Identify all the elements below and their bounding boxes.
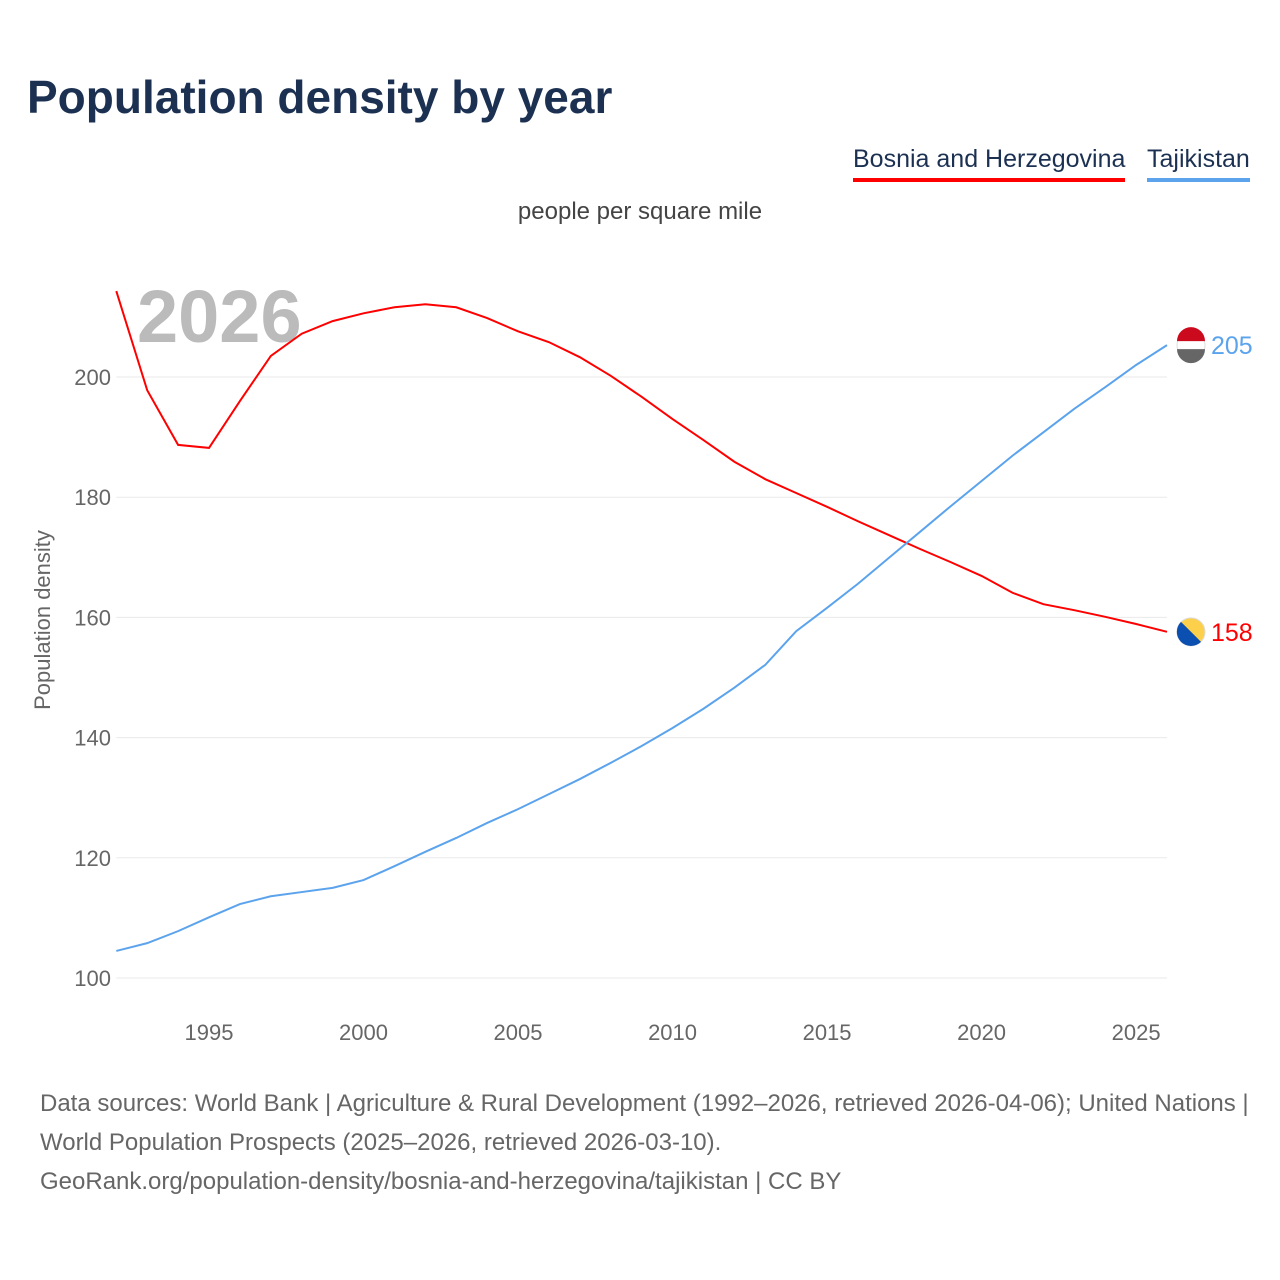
flag-stripe (1176, 621, 1201, 646)
legend-tajikistan[interactable]: Tajikistan (1147, 145, 1250, 182)
unit-label: people per square mile (517, 198, 763, 225)
y-axis-label: Population density (30, 530, 55, 710)
y-tick-label: 160 (74, 605, 111, 630)
legend-bosnia[interactable]: Bosnia and Herzegovina (853, 145, 1126, 182)
x-tick-label: 2020 (957, 1020, 1006, 1045)
series-line-bosnia (115, 290, 1168, 633)
x-tick-label: 1995 (185, 1020, 234, 1045)
x-tick-label: 2010 (648, 1020, 697, 1045)
y-tick-label: 200 (74, 365, 111, 390)
flag-stripe (1177, 327, 1205, 342)
x-tick-label: 2025 (1112, 1020, 1161, 1045)
x-tick-label: 2005 (494, 1020, 543, 1045)
year-watermark: 2026 (137, 275, 302, 358)
source-link[interactable]: GeoRank.org/population-density/bosnia-an… (40, 1168, 842, 1195)
y-tick-label: 120 (74, 846, 111, 871)
footer: Data sources: World Bank | Agriculture &… (40, 1084, 1250, 1201)
end-value-label: 205 (1211, 332, 1253, 360)
flag-stripe (1177, 349, 1205, 364)
y-tick-label: 100 (74, 966, 111, 991)
x-tick-label: 2000 (339, 1020, 388, 1045)
series-line-tajikistan (116, 344, 1168, 952)
y-tick-label: 180 (74, 485, 111, 510)
data-sources: Data sources: World Bank | Agriculture &… (40, 1090, 1249, 1156)
chart-title: Population density by year (27, 71, 613, 123)
y-tick-label: 140 (74, 726, 111, 751)
x-tick-label: 2015 (803, 1020, 852, 1045)
line-chart: 2026 100 120 140 160 180 200 1995 2000 2005 2010 20… (30, 275, 1253, 1045)
end-value-label: 158 (1211, 619, 1253, 647)
